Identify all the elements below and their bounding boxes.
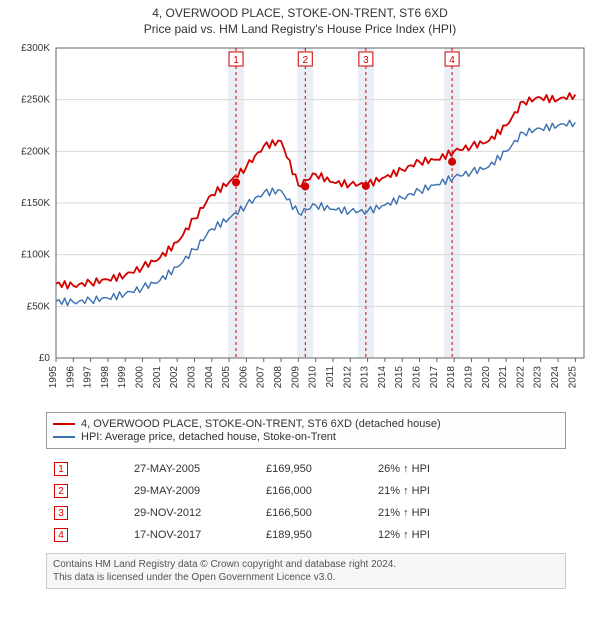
- svg-text:1995: 1995: [48, 366, 59, 389]
- svg-text:2001: 2001: [152, 366, 163, 389]
- svg-text:2019: 2019: [463, 366, 474, 389]
- svg-text:£200K: £200K: [21, 146, 50, 157]
- legend-item: HPI: Average price, detached house, Stok…: [53, 431, 559, 443]
- legend-swatch: [53, 423, 75, 425]
- sale-delta: 21% ↑ HPI: [372, 503, 564, 523]
- svg-text:2020: 2020: [481, 366, 492, 389]
- footer: Contains HM Land Registry data © Crown c…: [46, 553, 566, 589]
- svg-text:2014: 2014: [377, 366, 388, 389]
- svg-text:£150K: £150K: [21, 198, 50, 209]
- svg-text:£300K: £300K: [21, 43, 50, 54]
- sale-marker-icon: 2: [54, 484, 68, 498]
- svg-text:2018: 2018: [446, 366, 457, 389]
- svg-text:£50K: £50K: [27, 301, 51, 312]
- sale-price: £166,500: [260, 503, 370, 523]
- svg-text:1997: 1997: [83, 366, 94, 389]
- page-subtitle: Price paid vs. HM Land Registry's House …: [10, 22, 590, 36]
- svg-text:2022: 2022: [515, 366, 526, 389]
- svg-text:2013: 2013: [360, 366, 371, 389]
- sale-date: 29-MAY-2009: [128, 481, 258, 501]
- svg-text:2002: 2002: [169, 366, 180, 389]
- svg-text:1998: 1998: [100, 366, 111, 389]
- svg-text:2021: 2021: [498, 366, 509, 389]
- footer-line: Contains HM Land Registry data © Crown c…: [53, 558, 559, 571]
- svg-text:£0: £0: [39, 353, 51, 364]
- legend-label: 4, OVERWOOD PLACE, STOKE-ON-TRENT, ST6 6…: [81, 418, 441, 430]
- svg-text:3: 3: [363, 55, 369, 66]
- svg-text:2008: 2008: [273, 366, 284, 389]
- svg-text:2004: 2004: [204, 366, 215, 389]
- legend: 4, OVERWOOD PLACE, STOKE-ON-TRENT, ST6 6…: [46, 412, 566, 449]
- svg-text:2025: 2025: [567, 366, 578, 389]
- sale-date: 29-NOV-2012: [128, 503, 258, 523]
- footer-line: This data is licensed under the Open Gov…: [53, 571, 559, 584]
- sale-delta: 21% ↑ HPI: [372, 481, 564, 501]
- legend-swatch: [53, 436, 75, 438]
- sale-date: 17-NOV-2017: [128, 525, 258, 545]
- svg-text:2017: 2017: [429, 366, 440, 389]
- svg-text:2: 2: [303, 55, 309, 66]
- sale-price: £189,950: [260, 525, 370, 545]
- svg-text:2015: 2015: [394, 366, 405, 389]
- page-title: 4, OVERWOOD PLACE, STOKE-ON-TRENT, ST6 6…: [10, 6, 590, 20]
- svg-text:1999: 1999: [117, 366, 128, 389]
- sales-table: 1 27-MAY-2005£169,95026% ↑ HPI 2 29-MAY-200…: [46, 457, 566, 547]
- legend-item: 4, OVERWOOD PLACE, STOKE-ON-TRENT, ST6 6…: [53, 418, 559, 430]
- svg-text:2023: 2023: [533, 366, 544, 389]
- svg-text:4: 4: [449, 55, 455, 66]
- sale-price: £169,950: [260, 459, 370, 479]
- table-row: 2 29-MAY-2009£166,00021% ↑ HPI: [48, 481, 564, 501]
- legend-label: HPI: Average price, detached house, Stok…: [81, 431, 336, 443]
- svg-text:2011: 2011: [325, 366, 336, 388]
- sale-delta: 12% ↑ HPI: [372, 525, 564, 545]
- svg-text:2000: 2000: [135, 366, 146, 389]
- svg-text:2012: 2012: [342, 366, 353, 389]
- sale-marker-icon: 1: [54, 462, 68, 476]
- svg-text:2024: 2024: [550, 366, 561, 389]
- sale-price: £166,000: [260, 481, 370, 501]
- sale-marker-icon: 4: [54, 528, 68, 542]
- sale-marker-icon: 3: [54, 506, 68, 520]
- table-row: 3 29-NOV-2012£166,50021% ↑ HPI: [48, 503, 564, 523]
- svg-text:2005: 2005: [221, 366, 232, 389]
- sale-date: 27-MAY-2005: [128, 459, 258, 479]
- price-chart: £0 £50K £100K £150K £200K £250K £300K 1995 1996 1…: [10, 42, 590, 402]
- svg-text:1: 1: [233, 55, 239, 66]
- svg-text:2003: 2003: [186, 366, 197, 389]
- svg-text:2009: 2009: [290, 366, 301, 389]
- svg-text:1996: 1996: [65, 366, 76, 389]
- svg-text:£100K: £100K: [21, 250, 50, 261]
- svg-text:2006: 2006: [238, 366, 249, 389]
- table-row: 4 17-NOV-2017£189,95012% ↑ HPI: [48, 525, 564, 545]
- svg-text:£250K: £250K: [21, 95, 50, 106]
- table-row: 1 27-MAY-2005£169,95026% ↑ HPI: [48, 459, 564, 479]
- svg-text:2016: 2016: [412, 366, 423, 389]
- svg-text:2010: 2010: [308, 366, 319, 389]
- svg-text:2007: 2007: [256, 366, 267, 389]
- sale-delta: 26% ↑ HPI: [372, 459, 564, 479]
